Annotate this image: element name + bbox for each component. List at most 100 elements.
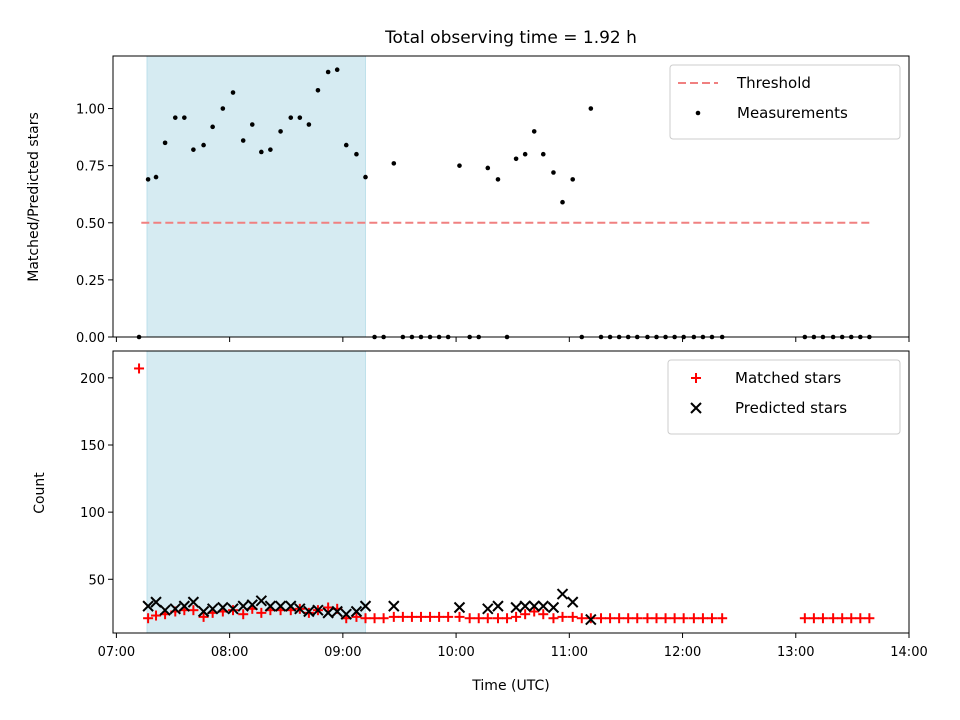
predicted-stars-point bbox=[274, 600, 287, 612]
predicted-stars-point-b bbox=[169, 603, 181, 615]
predicted-stars-point-b bbox=[246, 599, 258, 611]
measurements-point bbox=[522, 151, 528, 157]
matched-stars-point bbox=[678, 613, 689, 624]
predicted-stars-point bbox=[142, 600, 154, 612]
matched-stars-point bbox=[397, 611, 408, 622]
chart-title: Total observing time = 1.92 h bbox=[384, 28, 637, 48]
matched-stars-point bbox=[188, 605, 199, 616]
matched-stars-point bbox=[808, 613, 819, 624]
predicted-stars-point bbox=[285, 600, 297, 612]
matched-stars-point bbox=[651, 613, 662, 624]
predicted-stars-point bbox=[197, 605, 210, 618]
predicted-stars-point-b bbox=[312, 604, 324, 616]
predicted-stars-point-b bbox=[528, 600, 540, 612]
x-tick-label: 11:00 bbox=[551, 645, 588, 660]
predicted-stars-point bbox=[482, 603, 494, 615]
measurements-point bbox=[457, 163, 462, 168]
x-tick-label: 13:00 bbox=[777, 645, 814, 660]
measurements-point bbox=[288, 115, 294, 120]
predicted-stars-point-b bbox=[482, 603, 494, 615]
matched-stars-point bbox=[697, 613, 708, 624]
matched-stars-point bbox=[548, 613, 559, 624]
predicted-stars-point bbox=[340, 608, 352, 620]
matched-stars-point bbox=[660, 613, 671, 624]
measurements-point bbox=[560, 199, 565, 205]
predicted-stars-point bbox=[331, 605, 343, 618]
predicted-stars-point bbox=[217, 601, 229, 614]
matched-stars-point bbox=[502, 613, 513, 624]
top-axes-ticks: 0.00 0.25 0.50 0.75 1.00 bbox=[76, 103, 910, 346]
predicted-stars-point bbox=[567, 596, 579, 608]
predicted-stars-point bbox=[519, 600, 531, 612]
predicted-stars-point bbox=[227, 603, 239, 615]
matched-stars-point bbox=[567, 611, 578, 622]
y-tick-label: 0.00 bbox=[76, 331, 105, 346]
matched-stars-point bbox=[134, 363, 145, 374]
measurements-point bbox=[220, 106, 226, 111]
y-tick-label: 150 bbox=[80, 439, 105, 454]
predicted-stars-point bbox=[453, 601, 466, 614]
legend-label-matched-stars: Matched stars bbox=[735, 369, 841, 387]
matched-stars-point bbox=[406, 611, 417, 622]
measurements-point bbox=[485, 165, 491, 171]
y-tick-label: 0.50 bbox=[76, 217, 105, 232]
predicted-stars-point bbox=[359, 600, 372, 612]
matched-stars-point bbox=[454, 611, 465, 622]
matched-stars-point bbox=[717, 613, 728, 624]
measurements-point bbox=[363, 174, 368, 180]
y-tick-label: 200 bbox=[80, 372, 105, 387]
predicted-stars-point bbox=[585, 613, 597, 626]
x-tick-label: 08:00 bbox=[211, 645, 248, 660]
predicted-stars-point bbox=[264, 600, 277, 612]
predicted-stars-point bbox=[294, 603, 306, 615]
measurements-point bbox=[354, 151, 359, 157]
predicted-stars-point-b bbox=[322, 607, 334, 619]
matched-stars-point bbox=[473, 613, 484, 624]
predicted-stars-point-b bbox=[556, 588, 569, 600]
legend-marker-predicted-stars bbox=[690, 402, 702, 414]
predicted-stars-point bbox=[206, 603, 219, 615]
legend-label-threshold: Threshold bbox=[736, 74, 811, 92]
predicted-stars-point-b bbox=[340, 608, 352, 620]
top-panel: 0.00 0.25 0.50 0.75 1.00 Total observing tim… bbox=[26, 28, 910, 346]
matched-stars-point bbox=[605, 613, 616, 624]
matched-stars-point bbox=[351, 611, 362, 622]
predicted-stars-point bbox=[187, 596, 200, 608]
bottom-highlight-span bbox=[146, 350, 367, 634]
measurements-point bbox=[249, 122, 255, 127]
top-highlight-span bbox=[146, 55, 367, 338]
matched-stars-point bbox=[415, 611, 426, 622]
matched-stars-point bbox=[323, 602, 334, 613]
predicted-stars-point-b bbox=[350, 605, 363, 618]
bottom-plot-area bbox=[134, 363, 875, 626]
measurements-point bbox=[306, 122, 312, 127]
predicted-stars-point bbox=[303, 605, 315, 618]
y-tick-label: 50 bbox=[88, 573, 105, 588]
matched-stars-point bbox=[388, 611, 399, 622]
matched-stars-point bbox=[378, 613, 389, 624]
measurements-point bbox=[334, 67, 340, 73]
matched-stars-point bbox=[143, 613, 154, 624]
matched-stars-point bbox=[529, 606, 540, 617]
predicted-stars-point-b bbox=[537, 600, 549, 612]
measurements-point bbox=[162, 140, 168, 146]
predicted-stars-point-b bbox=[142, 600, 154, 612]
predicted-stars-point-b bbox=[255, 595, 268, 607]
matched-stars-point bbox=[688, 613, 699, 624]
y-tick-label: 100 bbox=[80, 506, 105, 521]
top-y-axis-label: Matched/Predicted stars bbox=[26, 112, 42, 282]
matched-stars-point bbox=[669, 613, 680, 624]
measurements-point bbox=[210, 124, 215, 130]
measurements-point bbox=[495, 177, 501, 182]
measurements-point bbox=[540, 151, 546, 157]
matched-stars-point bbox=[492, 613, 503, 624]
measurements-point bbox=[297, 115, 303, 120]
predicted-stars-point-b bbox=[227, 603, 239, 615]
predicted-stars-point-b bbox=[187, 596, 200, 608]
matched-stars-point bbox=[817, 613, 828, 624]
matched-stars-point bbox=[828, 613, 839, 624]
legend-marker-matched-stars bbox=[691, 373, 701, 383]
matched-stars-point bbox=[425, 611, 436, 622]
matched-stars-point bbox=[855, 613, 866, 624]
measurements-point bbox=[513, 156, 519, 162]
